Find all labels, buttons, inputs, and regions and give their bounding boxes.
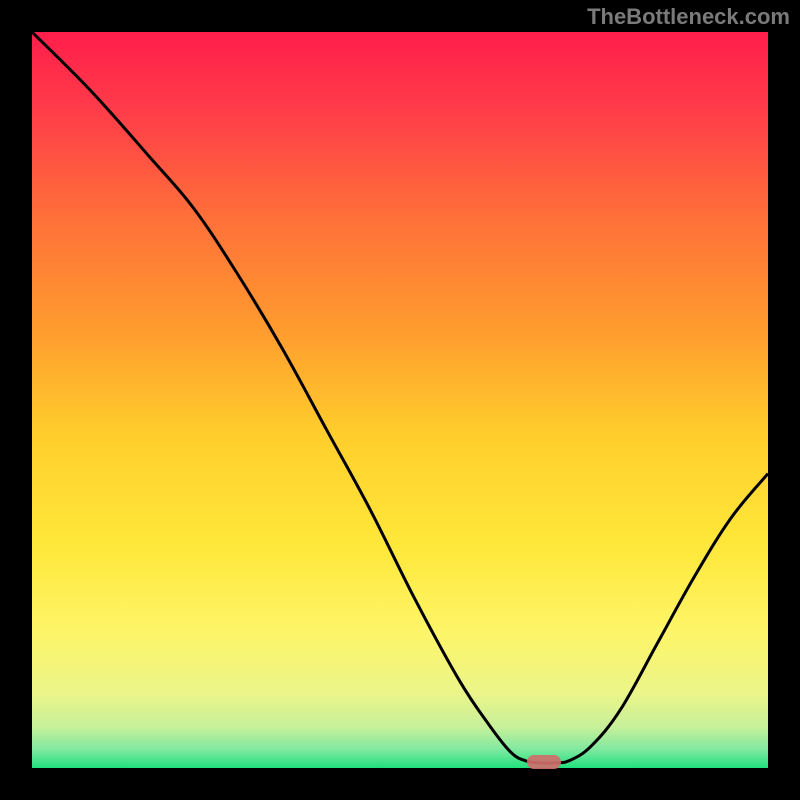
optimal-point-marker — [527, 755, 561, 769]
source-watermark: TheBottleneck.com — [587, 4, 790, 30]
bottleneck-curve — [32, 32, 768, 763]
optimal-point-marker-pill — [527, 755, 561, 769]
chart-frame: TheBottleneck.com — [0, 0, 800, 800]
bottleneck-curve-layer — [32, 32, 768, 768]
plot-area — [32, 32, 768, 768]
